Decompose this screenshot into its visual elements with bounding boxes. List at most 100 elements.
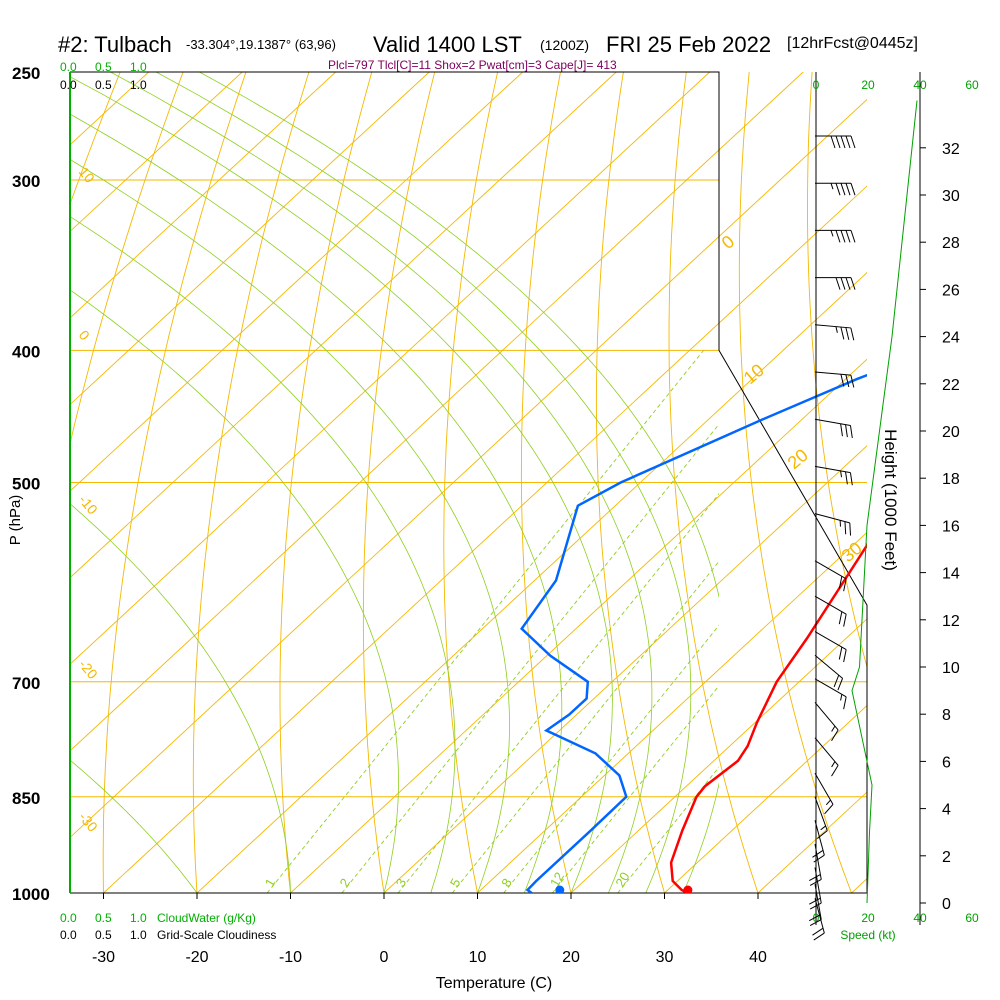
isotherm-line xyxy=(70,72,523,492)
height-tick-label: 2 xyxy=(942,849,951,866)
wind-barb-flag xyxy=(845,183,851,196)
isotherm-line xyxy=(290,358,867,893)
height-tick-label: 28 xyxy=(942,235,960,252)
temp-tick-label: -10 xyxy=(279,949,302,966)
height-axis-label: Height (1000 Feet) xyxy=(881,429,900,571)
wind-barb-flag xyxy=(845,374,850,388)
height-tick-label: 4 xyxy=(942,802,951,819)
moist-adiabat-line xyxy=(70,503,291,893)
wind-barb xyxy=(814,867,822,904)
dry-adiabat-line xyxy=(279,72,373,893)
wind-barb-flag xyxy=(845,471,848,485)
wind-barb-flag xyxy=(835,183,841,196)
wind-barb xyxy=(814,560,847,580)
wind-barb-half-flag xyxy=(835,326,838,333)
cloud-scale-label: 1.0 xyxy=(130,60,147,74)
wind-barb xyxy=(814,843,822,880)
isotherm-line xyxy=(103,185,867,893)
wind-barb-flag xyxy=(830,135,836,149)
wind-barb-flag xyxy=(833,674,840,688)
isotherm-label: -30 xyxy=(76,809,101,835)
wind-barb-flag xyxy=(840,183,846,196)
wind-barb-flag xyxy=(812,849,824,858)
pressure-tick-label: 850 xyxy=(12,789,40,808)
wind-barb-flag xyxy=(824,804,834,815)
wind-barb-flag xyxy=(845,424,848,438)
wind-barb-flag xyxy=(849,472,853,486)
wind-barb xyxy=(814,465,851,474)
adiabat-label: 0 xyxy=(718,231,739,253)
isotherm-label: 0 xyxy=(76,327,93,343)
height-tick-label: 24 xyxy=(942,330,960,347)
pressure-tick-label: 250 xyxy=(12,64,40,83)
wind-barb xyxy=(814,772,834,805)
dry-adiabat-line xyxy=(443,72,499,893)
wind-barb-flag xyxy=(849,425,853,439)
cloud-scale-label: 0.0 xyxy=(60,911,77,925)
wind-barb xyxy=(814,418,851,426)
dry-adiabat-line xyxy=(668,72,759,893)
valid-time: Valid 1400 LST xyxy=(373,32,522,57)
cloud-scale-label: 0.0 xyxy=(60,78,77,92)
mixing-ratio-label: 2 xyxy=(337,876,354,890)
cloud-scale-label: 0.0 xyxy=(60,60,77,74)
wind-barb-flag xyxy=(843,649,847,663)
forecast-label: [12hrFcst@0445z] xyxy=(787,35,918,52)
temp-tick-label: 10 xyxy=(469,949,487,966)
wind-barb-flag xyxy=(843,614,847,627)
wind-barb xyxy=(814,884,822,920)
wind-barb-flag xyxy=(850,135,856,149)
mixing-ratio-line xyxy=(341,423,719,893)
wind-barb-flag xyxy=(838,611,843,625)
wind-barb-flag xyxy=(809,879,822,886)
adiabat-label: 10 xyxy=(740,360,768,388)
wind-barb-flag xyxy=(835,230,841,243)
mixing-ratio-line xyxy=(266,350,704,893)
wind-barb-flag xyxy=(843,696,847,710)
mixing-ratio-line xyxy=(503,624,719,893)
mixing-ratio-label: 8 xyxy=(498,876,515,890)
isotherm-line xyxy=(196,272,867,893)
isotherm-line xyxy=(477,531,867,893)
wind-barb xyxy=(814,820,825,856)
speed-tick-label: 60 xyxy=(965,78,979,92)
wind-barb-flag xyxy=(840,423,843,437)
cloud-scale-label: 0.0 xyxy=(60,928,77,942)
moist-adiabat-line xyxy=(70,158,510,893)
wind-barb-half-flag xyxy=(820,825,826,831)
wind-barb xyxy=(814,702,839,731)
sounding-curves xyxy=(520,373,867,893)
wind-barb-flag xyxy=(845,277,851,290)
isotherm-label: 10 xyxy=(76,164,98,186)
cloud-scale-label: 0.5 xyxy=(95,928,112,942)
wind-barb xyxy=(814,796,828,831)
isotherm-line xyxy=(70,72,710,665)
temperature-curve xyxy=(669,542,867,893)
moist-adiabat-line xyxy=(156,72,692,893)
isotherm-line xyxy=(70,98,867,839)
surface-temp-point xyxy=(683,885,693,893)
wind-barb-half-flag xyxy=(831,725,836,732)
mixing-ratio-label: 5 xyxy=(447,876,464,890)
wind-barb-flag xyxy=(809,914,821,922)
wind-barb-half-flag xyxy=(830,230,834,237)
wind-barb-flag xyxy=(840,374,845,387)
pressure-tick-label: 300 xyxy=(12,172,40,191)
isotherm-line xyxy=(664,704,867,893)
wind-barb-half-flag xyxy=(840,470,843,478)
height-tick-label: 10 xyxy=(942,660,960,677)
speed-tick-label: 20 xyxy=(861,78,875,92)
speed-tick-label: 20 xyxy=(861,911,875,925)
isotherm-line xyxy=(70,72,336,319)
wind-barb xyxy=(814,595,847,615)
wind-barb xyxy=(814,371,851,376)
isobars xyxy=(70,179,867,893)
dry-adiabat-line xyxy=(738,72,852,893)
pressure-tick-label: 700 xyxy=(12,674,40,693)
speed-tick-label: 40 xyxy=(913,78,927,92)
speed-tick-label: 0 xyxy=(813,78,820,92)
plot-frame xyxy=(70,71,868,894)
wind-barb-flag xyxy=(840,230,846,243)
wind-barb-flag xyxy=(850,375,855,388)
